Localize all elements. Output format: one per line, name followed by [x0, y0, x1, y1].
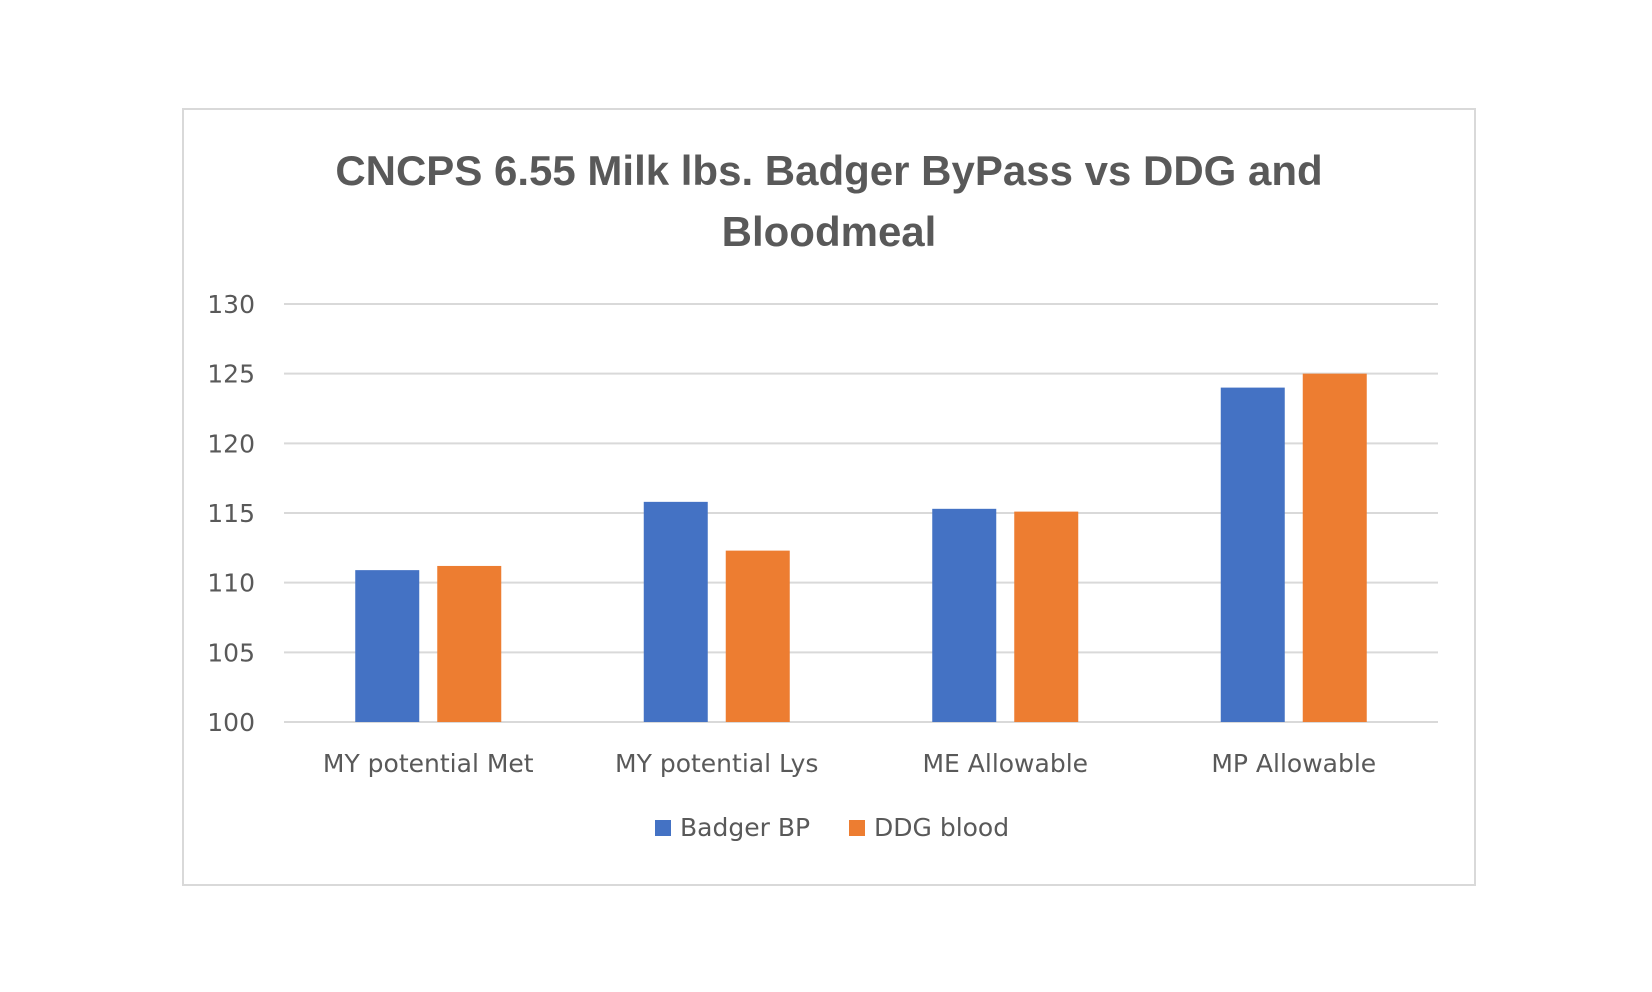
x-category-label: MP Allowable [1211, 749, 1376, 778]
y-tick-label: 120 [207, 429, 255, 458]
y-tick-label: 130 [207, 290, 255, 319]
bar-badger-bp [932, 508, 997, 722]
bar-ddg-blood [725, 550, 790, 722]
legend: Badger BP DDG blood [655, 813, 1009, 842]
legend-label: DDG blood [874, 813, 1009, 842]
bar-ddg-blood [1302, 373, 1367, 722]
x-axis-labels: MY potential Met MY potential Lys ME Allow… [323, 749, 1376, 778]
y-tick-label: 110 [207, 569, 255, 598]
y-tick-label: 115 [207, 499, 255, 528]
bar-ddg-blood [1014, 511, 1079, 722]
bar-badger-bp [355, 570, 420, 722]
bar-badger-bp [643, 501, 708, 722]
bars [355, 373, 1367, 722]
x-category-label: ME Allowable [922, 749, 1088, 778]
chart-title-line-2: Bloodmeal [721, 208, 937, 255]
y-tick-label: 125 [207, 360, 255, 389]
x-category-label: MY potential Met [323, 749, 534, 778]
legend-swatch [655, 820, 671, 836]
legend-label: Badger BP [680, 813, 810, 842]
legend-swatch [849, 820, 865, 836]
bar-ddg-blood [437, 565, 502, 722]
y-axis-ticks: 100 105 110 115 120 125 130 [207, 290, 255, 737]
y-tick-label: 100 [207, 708, 255, 737]
chart-title: CNCPS 6.55 Milk lbs. Badger ByPass vs DD… [184, 140, 1474, 262]
y-tick-label: 105 [207, 638, 255, 667]
chart-title-line-1: CNCPS 6.55 Milk lbs. Badger ByPass vs DD… [335, 147, 1323, 194]
x-category-label: MY potential Lys [615, 749, 818, 778]
bar-badger-bp [1220, 387, 1285, 722]
